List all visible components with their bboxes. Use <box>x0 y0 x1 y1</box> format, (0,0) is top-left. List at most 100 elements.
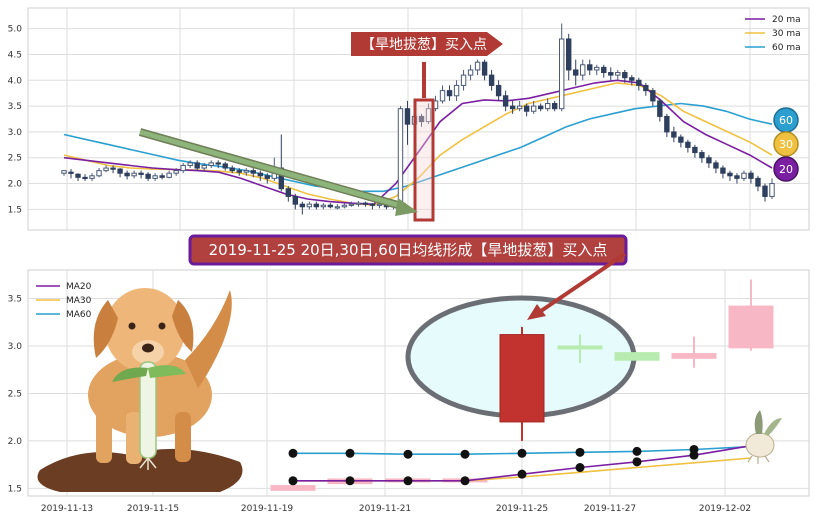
top-candle-body <box>509 105 516 110</box>
top-candle-body <box>685 141 691 148</box>
top-candle-body <box>397 108 404 205</box>
top-candle-body <box>418 115 425 123</box>
bottom-point-ma20 <box>575 463 585 473</box>
bottom-moving-averages <box>288 444 752 486</box>
bottom-x-tick-label: 2019-11-19 <box>241 504 294 514</box>
buy-point-arrow-text: 【旱地拔葱】买入点 <box>361 37 487 53</box>
top-candle-body <box>89 175 95 179</box>
top-candle-body <box>615 72 621 76</box>
top-candle-body <box>68 171 74 174</box>
top-candle-body <box>755 177 761 187</box>
bottom-point-ma20 <box>403 476 413 486</box>
top-candle-body <box>453 84 460 97</box>
pointer-arrow-shaft <box>536 252 627 315</box>
top-candle-body <box>488 74 495 86</box>
top-candle-body <box>495 84 502 97</box>
badge-20-label: 20 <box>779 163 793 176</box>
leek-icon-roots <box>747 455 770 464</box>
top-candle-body <box>82 176 88 180</box>
top-panel: 1.5 2.0 2.5 3.0 3.5 4.0 4.5 5.0 【旱地拔葱】买入点 20 ma… <box>8 7 810 231</box>
top-candle-body <box>601 66 607 74</box>
top-candle-body <box>320 204 327 208</box>
dog-nose <box>142 343 154 353</box>
top-candle-body <box>124 172 130 177</box>
top-candle-body <box>523 105 530 112</box>
downtrend-arrow-shaft <box>139 129 406 210</box>
bottom-candle-body <box>557 345 603 350</box>
leek-icon <box>745 410 782 464</box>
legend-label-ma20: 20 ma <box>772 15 801 25</box>
top-candle-body <box>580 64 586 76</box>
top-candle-body <box>201 164 207 169</box>
bottom-point-ma20 <box>632 457 642 467</box>
banner: 2019-11-25 20日,30日,60日均线形成【旱地拔葱】买入点 <box>188 234 628 266</box>
bottom-y-ticks: 1.5 2.0 2.5 3.0 3.5 <box>8 294 23 494</box>
bottom-y-tick-label: 1.5 <box>8 484 22 494</box>
top-candle-body <box>460 74 467 86</box>
top-candle-body <box>264 175 270 179</box>
top-candle-body <box>208 162 214 166</box>
top-y-tick-label: 2.5 <box>8 154 22 164</box>
bottom-candle-body <box>614 352 660 361</box>
bottom-point-ma20 <box>689 450 699 460</box>
top-candle-body <box>481 61 488 76</box>
leek-icon-leaf-1 <box>754 410 763 434</box>
top-y-tick-label: 4.0 <box>8 76 23 86</box>
dog-ear-left <box>93 300 118 358</box>
top-candle-body <box>215 162 221 165</box>
leek-roots <box>139 457 157 470</box>
bottom-point-ma60 <box>575 447 585 457</box>
top-candle-body <box>559 38 565 110</box>
top-candle-body <box>341 204 348 208</box>
dog-illustration <box>37 288 243 492</box>
top-candle-body <box>650 90 656 102</box>
bottom-x-tick-label: 2019-11-25 <box>496 504 548 514</box>
top-candle-body <box>769 183 775 197</box>
top-candle-body <box>425 108 432 123</box>
dog-ear-right <box>172 300 194 352</box>
top-candle-body <box>727 172 733 177</box>
bottom-point-ma60 <box>517 448 527 458</box>
top-y-tick-label: 5.0 <box>8 25 23 35</box>
top-y-tick-label: 1.5 <box>8 205 22 215</box>
top-candle-body <box>671 131 677 138</box>
bottom-point-ma20 <box>345 476 355 486</box>
badge-20 <box>773 156 799 182</box>
top-candle-body <box>530 105 537 112</box>
top-candle-body <box>75 173 81 178</box>
bottom-x-ticks: 2019-11-13 2019-11-15 2019-11-19 2019-11-21… <box>41 504 751 514</box>
top-candle-body <box>516 105 523 110</box>
top-candle-body <box>222 163 228 169</box>
top-candle-body <box>439 90 446 102</box>
top-candle-body <box>159 175 165 178</box>
top-candle-body <box>61 170 67 174</box>
legend-label-ma30: 30 ma <box>772 29 801 39</box>
top-grid <box>28 8 809 230</box>
top-candle-body <box>131 172 137 177</box>
bottom-x-tick-label: 2019-11-21 <box>359 504 411 514</box>
top-candle-body <box>194 162 200 169</box>
top-y-tick-label: 3.5 <box>8 102 22 112</box>
top-candle-body <box>467 69 474 76</box>
pointer-arrow-head <box>527 304 546 320</box>
bottom-y-tick-label: 2.5 <box>8 389 22 399</box>
top-candle-body <box>502 95 509 107</box>
top-y-tick-label: 2.0 <box>8 180 23 190</box>
badge-60-label: 60 <box>779 114 793 127</box>
top-candle-body <box>376 203 383 206</box>
top-candle-body <box>250 170 256 174</box>
leek-leaf-left <box>112 367 148 382</box>
bottom-point-ma20 <box>517 469 527 479</box>
top-candle-body <box>110 167 116 170</box>
breakout-highlight-box <box>413 98 435 222</box>
top-candle-body <box>734 175 740 179</box>
bottom-x-tick-label: 2019-12-02 <box>699 504 751 514</box>
banner-box <box>188 234 628 266</box>
buy-point-arrow-label <box>351 32 503 56</box>
top-y-tick-label: 3.0 <box>8 128 23 138</box>
top-candle-body <box>594 66 600 71</box>
top-legend: 20 ma 30 ma 60 ma <box>745 15 801 53</box>
top-candle-body <box>587 64 593 71</box>
top-candle-body <box>699 152 705 159</box>
top-candle-body <box>369 203 376 206</box>
